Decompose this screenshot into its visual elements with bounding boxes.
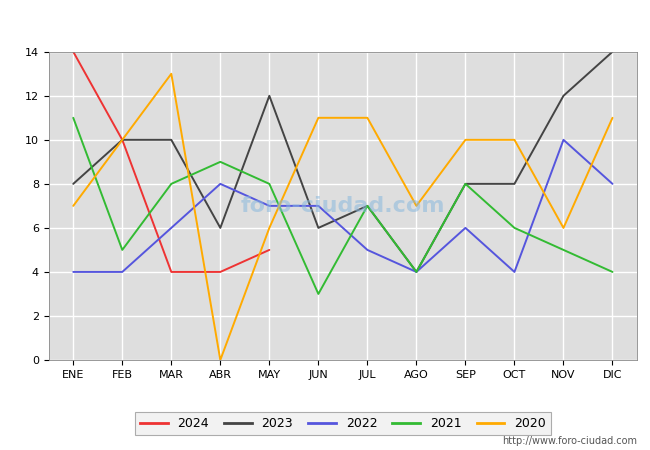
Text: Matriculaciones de Vehiculos en Sant Joan les Fonts: Matriculaciones de Vehiculos en Sant Joa…: [118, 14, 532, 28]
Text: http://www.foro-ciudad.com: http://www.foro-ciudad.com: [502, 436, 637, 446]
Text: foro-ciudad.com: foro-ciudad.com: [240, 196, 445, 216]
Legend: 2024, 2023, 2022, 2021, 2020: 2024, 2023, 2022, 2021, 2020: [135, 413, 551, 436]
